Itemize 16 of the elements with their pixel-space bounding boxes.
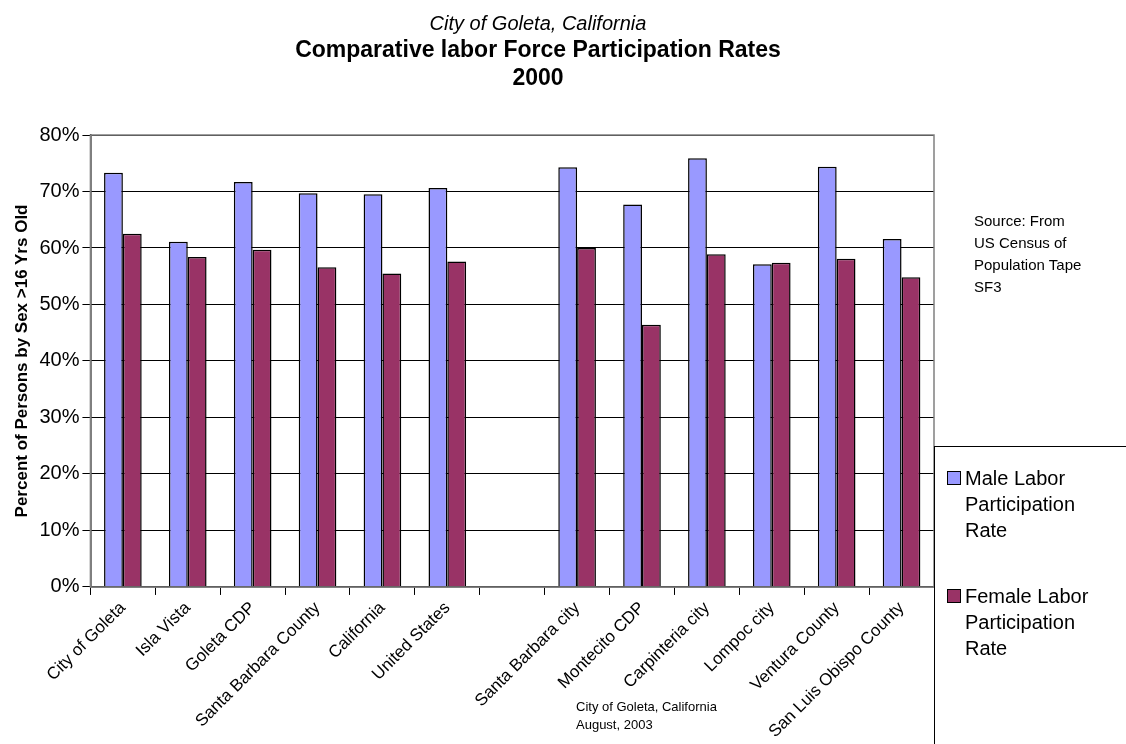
y-axis-title: Percent of Persons by Sex >16 Yrs Old [11, 204, 31, 518]
legend-label: Male Labor Participation Rate [965, 466, 1077, 543]
y-tick-label: 60% [39, 235, 80, 258]
y-tick-label: 0% [50, 574, 80, 597]
chart-title: Comparative labor Force Participation Rates 2000 [294, 35, 782, 91]
chart-subtitle: City of Goleta, California [428, 12, 648, 35]
y-tick-label: 40% [39, 348, 80, 371]
text: City of Goleta, California August, 2003 [576, 698, 717, 734]
y-tick-label: 50% [39, 291, 80, 314]
legend-label: Female Labor Participation Rate [965, 584, 1090, 661]
y-tick-label: 20% [39, 461, 80, 484]
y-tick-label: 70% [39, 179, 80, 202]
y-tick-label: 10% [39, 517, 80, 540]
y-tick-label: 80% [39, 122, 80, 145]
source-note: Source: From US Census of Population Tape SF3 [974, 211, 1083, 297]
y-tick-label: 30% [39, 404, 80, 427]
